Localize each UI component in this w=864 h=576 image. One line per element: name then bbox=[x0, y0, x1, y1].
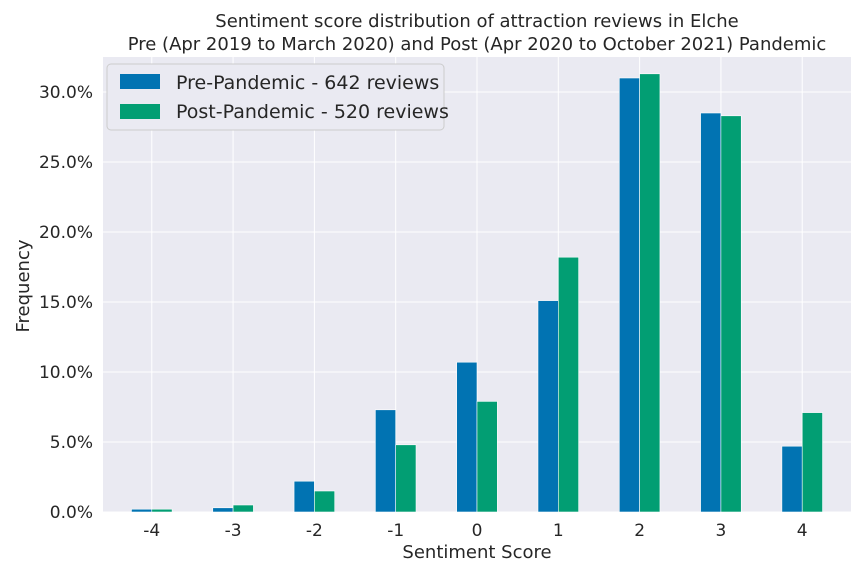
x-tick-label: 4 bbox=[797, 521, 808, 541]
bar-pre-pandemic bbox=[537, 300, 559, 513]
bar-pre-pandemic bbox=[375, 409, 396, 513]
y-tick-label: 15.0% bbox=[39, 293, 93, 313]
legend-label-post-pandemic: Post-Pandemic - 520 reviews bbox=[176, 101, 449, 123]
y-axis-label: Frequency bbox=[13, 239, 34, 332]
x-tick-label: -2 bbox=[306, 521, 323, 541]
bar-pre-pandemic bbox=[781, 445, 803, 513]
bar-pre-pandemic bbox=[456, 361, 478, 513]
chart-title: Sentiment score distribution of attracti… bbox=[215, 11, 738, 32]
x-tick-label: -3 bbox=[225, 521, 242, 541]
y-tick-label: 5.0% bbox=[50, 433, 93, 453]
x-tick-label: 0 bbox=[472, 521, 483, 541]
x-axis-ticks: -4 -3 -2 -1 0 1 2 3 4 bbox=[143, 521, 807, 541]
bar-post-pandemic bbox=[639, 73, 661, 513]
x-axis-label: Sentiment Score bbox=[402, 542, 551, 563]
y-tick-label: 20.0% bbox=[39, 223, 93, 243]
legend-swatch-post-pandemic bbox=[120, 104, 160, 119]
bar-pre-pandemic bbox=[700, 112, 722, 513]
legend-label-pre-pandemic: Pre-Pandemic - 642 reviews bbox=[176, 72, 439, 94]
legend: Pre-Pandemic - 642 reviews Post-Pandemic… bbox=[106, 63, 449, 131]
bar-post-pandemic bbox=[558, 256, 579, 513]
bar-pre-pandemic bbox=[131, 508, 153, 513]
x-tick-label: 3 bbox=[715, 521, 726, 541]
x-tick-label: -1 bbox=[387, 521, 404, 541]
legend-swatch-pre-pandemic bbox=[120, 74, 160, 89]
bar-post-pandemic bbox=[720, 115, 742, 513]
bars bbox=[131, 73, 823, 513]
y-axis-ticks: 0.0% 5.0% 10.0% 15.0% 20.0% 25.0% 30.0% bbox=[39, 83, 93, 523]
x-tick-label: -4 bbox=[143, 521, 160, 541]
bar-pre-pandemic bbox=[293, 480, 315, 513]
bar-pre-pandemic bbox=[618, 77, 640, 513]
bar-post-pandemic bbox=[151, 508, 173, 513]
bar-pre-pandemic bbox=[212, 507, 234, 513]
legend-box bbox=[106, 63, 445, 131]
y-tick-label: 10.0% bbox=[39, 363, 93, 383]
x-tick-label: 1 bbox=[553, 521, 564, 541]
chart-subtitle: Pre (Apr 2019 to March 2020) and Post (A… bbox=[128, 34, 827, 55]
y-tick-label: 25.0% bbox=[39, 153, 93, 173]
bar-post-pandemic bbox=[232, 504, 254, 513]
bar-post-pandemic bbox=[476, 401, 498, 513]
bar-post-pandemic bbox=[395, 444, 417, 513]
x-tick-label: 2 bbox=[634, 521, 645, 541]
bar-post-pandemic bbox=[314, 490, 336, 513]
y-tick-label: 0.0% bbox=[50, 503, 93, 523]
bar-post-pandemic bbox=[801, 412, 823, 513]
y-tick-label: 30.0% bbox=[39, 83, 93, 103]
